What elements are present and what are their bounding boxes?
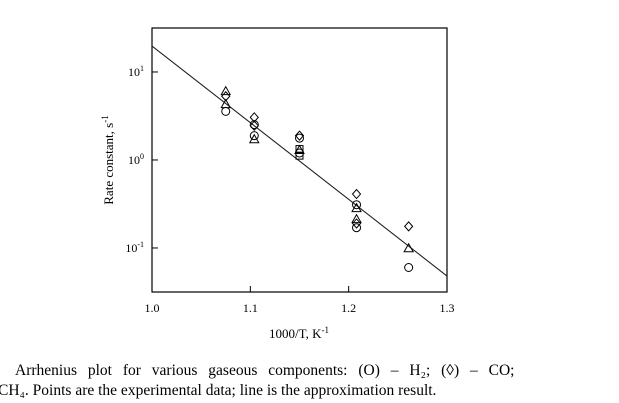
triangle-point: [220, 98, 232, 109]
diamond-point: [351, 188, 362, 200]
plot-frame: [151, 27, 448, 293]
x-tick-label: 1.1: [243, 301, 258, 315]
x-tick-label: 1.2: [341, 301, 356, 315]
triangle-point: [248, 133, 260, 144]
diamond-point: [249, 120, 259, 131]
circle-point: [221, 106, 231, 116]
y-tick-label: 101: [128, 64, 144, 79]
triangle-point: [220, 85, 232, 96]
circle-point: [404, 262, 414, 272]
triangle-point: [351, 213, 362, 224]
circle-point: [352, 200, 362, 210]
diamond-point: [294, 130, 305, 141]
x-axis-label: 1000/T, K-1: [269, 325, 329, 341]
x-tick-label: 1.3: [440, 301, 455, 315]
fit-line: [151, 45, 448, 277]
y-axis-label: Rate constant, s-1: [100, 115, 116, 204]
caption-line-2: CH₄. Points are the experimental data; l…: [0, 382, 437, 399]
triangle-point: [403, 242, 415, 253]
caption-line-1: Arrhenius plot for various gaseous compo…: [15, 362, 515, 379]
circle-point: [295, 133, 304, 143]
triangle-point: [294, 144, 305, 155]
triangle-point: [351, 202, 362, 213]
square-point: [295, 151, 304, 160]
x-tick-label: 1.0: [145, 301, 160, 315]
circle-point: [249, 131, 259, 141]
y-tick-label: 100: [128, 152, 144, 167]
y-tick-label: 10-1: [125, 240, 144, 255]
diamond-point: [403, 221, 414, 232]
circle-point: [352, 223, 362, 233]
diamond-point: [351, 218, 362, 229]
